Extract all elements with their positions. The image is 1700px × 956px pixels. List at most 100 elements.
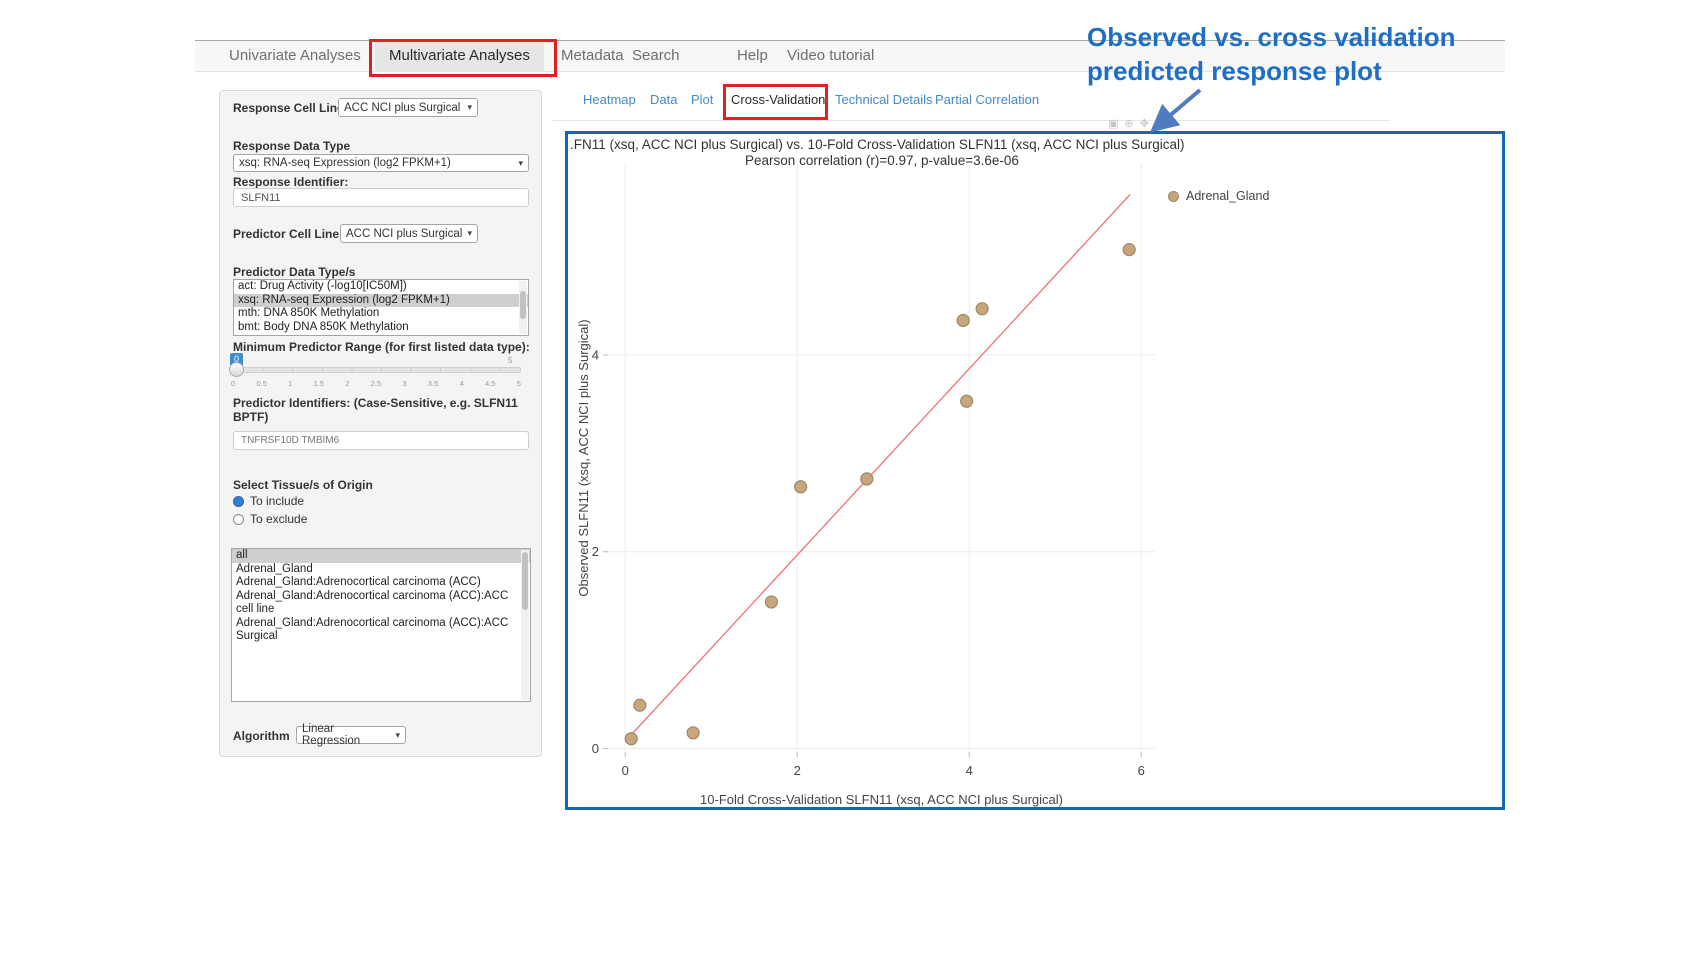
radio-exclude-label: To exclude <box>250 512 308 526</box>
slider-handle[interactable] <box>229 362 244 377</box>
scrollbar-thumb[interactable] <box>520 291 526 319</box>
data-point <box>960 394 974 408</box>
chevron-down-icon: ▾ <box>518 157 523 168</box>
y-tick-label: 2 <box>592 544 599 559</box>
list-item-selected[interactable]: all <box>232 549 530 563</box>
response-identifier-value: SLFN11 <box>241 191 281 204</box>
camera-icon[interactable]: ▣ <box>1108 117 1119 130</box>
callout-text: Observed vs. cross validation predicted … <box>1087 20 1507 88</box>
zoom-icon[interactable]: ⊕ <box>1124 117 1134 130</box>
response-identifier-label: Response Identifier: <box>233 175 349 189</box>
predictor-identifiers-value: TNFRSF10D TMBIM6 <box>241 435 340 446</box>
min-predictor-range-slider[interactable] <box>233 367 521 373</box>
radio-to-include[interactable]: To include <box>233 494 304 508</box>
data-point <box>956 313 970 328</box>
slider-tick: 2.5 <box>370 379 382 388</box>
predictor-identifiers-input[interactable]: TNFRSF10D TMBIM6 <box>233 431 529 450</box>
slider-tick: 4.5 <box>485 379 496 388</box>
callout-arrow <box>1149 88 1202 133</box>
legend[interactable]: Adrenal_Gland <box>1168 189 1269 203</box>
scrollbar[interactable] <box>521 550 529 700</box>
sidebar-panel: Response Cell Line Set ACC NCI plus Surg… <box>219 90 542 757</box>
data-point <box>975 302 989 316</box>
nav-item-help[interactable]: Help <box>737 47 768 64</box>
tab-cross-validation[interactable]: Cross-Validation <box>731 92 826 107</box>
x-tick-label: 6 <box>1138 763 1145 778</box>
pan-icon[interactable]: ✥ <box>1139 117 1149 130</box>
slider-tick: 5 <box>516 379 521 388</box>
list-item[interactable]: Adrenal_Gland:Adrenocortical carcinoma (… <box>236 616 509 643</box>
scrollbar-thumb[interactable] <box>522 552 528 610</box>
response-data-type-value: xsq: RNA-seq Expression (log2 FPKM+1) <box>239 157 451 169</box>
list-item[interactable]: Adrenal_Gland <box>236 562 313 575</box>
data-point <box>686 726 700 740</box>
list-item[interactable]: bmt: Body DNA 850K Methylation <box>238 320 409 333</box>
data-point <box>860 472 874 486</box>
slider-tick-labels: 0 0.5 1 1.5 2 2.5 3 3.5 4 4.5 5 <box>231 379 521 388</box>
tissue-origin-label: Select Tissue/s of Origin <box>233 478 373 492</box>
predictor-identifiers-label: Predictor Identifiers: (Case-Sensitive, … <box>233 396 518 424</box>
nav-item-univariate-analyses[interactable]: Univariate Analyses <box>229 47 361 64</box>
list-item[interactable]: act: Drug Activity (-log10[IC50M]) <box>238 280 407 292</box>
min-predictor-range-label: Minimum Predictor Range (for first liste… <box>233 340 530 354</box>
regression-line <box>628 194 1131 738</box>
response-data-type-label: Response Data Type <box>233 139 351 153</box>
radio-include-label: To include <box>250 494 305 508</box>
data-point <box>764 595 779 609</box>
radio-unselected-icon <box>233 513 244 525</box>
algorithm-label: Algorithm <box>233 729 290 743</box>
slider-tick: 1 <box>288 379 293 388</box>
legend-marker-icon <box>1168 190 1179 202</box>
list-item[interactable]: mth: DNA 850K Methylation <box>238 307 380 319</box>
algorithm-select[interactable]: Linear Regression ▾ <box>296 723 406 747</box>
tab-partial-correlation[interactable]: Partial Correlation <box>935 92 1040 107</box>
highlight-box-multivariate <box>369 39 557 77</box>
tab-heatmap[interactable]: Heatmap <box>583 92 636 107</box>
legend-label: Adrenal_Gland <box>1186 189 1270 203</box>
x-tick-label: 4 <box>966 763 973 778</box>
predictor-data-types-label: Predictor Data Type/s <box>233 265 356 279</box>
list-item[interactable]: Adrenal_Gland:Adrenocortical carcinoma (… <box>236 576 481 588</box>
tab-divider <box>552 120 1390 121</box>
tissue-listbox[interactable]: all Adrenal_Gland Adrenal_Gland:Adrenoco… <box>231 548 531 702</box>
slider-tick: 3 <box>402 379 407 388</box>
list-item-selected[interactable]: xsq: RNA-seq Expression (log2 FPKM+1) <box>234 293 528 307</box>
data-point <box>794 480 808 494</box>
scrollbar[interactable] <box>519 281 527 334</box>
response-cell-line-set-select[interactable]: ACC NCI plus Surgical ▾ <box>338 98 478 117</box>
tab-technical-details[interactable]: Technical Details <box>835 92 933 107</box>
radio-selected-icon <box>233 495 244 507</box>
y-tick-label: 0 <box>592 741 599 756</box>
slider-tick: 3.5 <box>427 379 439 388</box>
nav-item-search[interactable]: Search <box>632 47 680 64</box>
x-axis-title: 10-Fold Cross-Validation SLFN11 (xsq, AC… <box>700 792 1063 807</box>
y-tick-label: 4 <box>592 347 599 362</box>
slider-tick: 1.5 <box>313 379 325 388</box>
callout-line1: Observed vs. cross validation <box>1087 22 1456 52</box>
x-tick-label: 0 <box>622 763 629 778</box>
nav-item-metadata[interactable]: Metadata <box>561 47 624 64</box>
response-cell-line-set-label: Response Cell Line Set <box>233 101 366 115</box>
radio-to-exclude[interactable]: To exclude <box>233 512 307 526</box>
predictor-cell-line-set-value: ACC NCI plus Surgical <box>346 227 463 240</box>
highlight-box-cross-validation <box>723 84 828 120</box>
data-point <box>1122 243 1136 257</box>
list-item[interactable]: Adrenal_Gland:Adrenocortical carcinoma (… <box>236 589 509 616</box>
nav-item-video-tutorial[interactable]: Video tutorial <box>787 47 875 64</box>
nav-item-multivariate-analyses[interactable]: Multivariate Analyses <box>375 41 544 71</box>
plot-subtitle: Pearson correlation (r)=0.97, p-value=3.… <box>745 153 1019 168</box>
callout-line2: predicted response plot <box>1087 56 1382 86</box>
scatter-plot-svg: 0 2 4 6 0 2 4 10-Fold Cross-Validation SLFN11 (… <box>576 164 1155 807</box>
slider-tick: 2 <box>345 379 350 388</box>
tab-data[interactable]: Data <box>650 92 678 107</box>
plot-modebar: ▣ ⊕ ✥ <box>1108 116 1178 130</box>
slider-tick: 4 <box>459 379 464 388</box>
predictor-cell-line-set-label: Predictor Cell Line Set <box>233 227 362 241</box>
predictor-data-types-listbox[interactable]: act: Drug Activity (-log10[IC50M]) xsq: … <box>233 279 529 336</box>
response-data-type-select[interactable]: xsq: RNA-seq Expression (log2 FPKM+1) ▾ <box>233 154 529 172</box>
predictor-cell-line-set-select[interactable]: ACC NCI plus Surgical ▾ <box>340 224 478 243</box>
x-tick-label: 2 <box>794 763 801 778</box>
chevron-down-icon: ▾ <box>467 228 472 238</box>
response-identifier-input[interactable]: SLFN11 <box>233 188 529 207</box>
tab-plot[interactable]: Plot <box>691 92 714 107</box>
